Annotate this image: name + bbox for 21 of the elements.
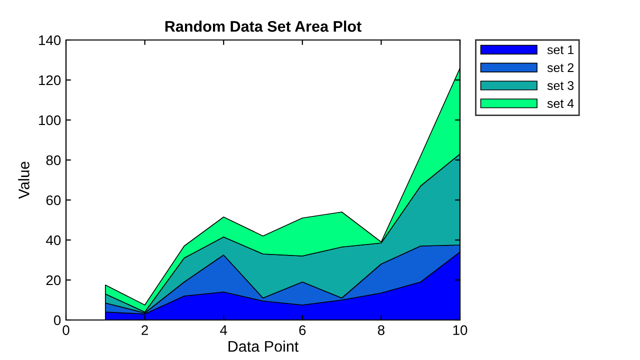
y-tick-label: 120 bbox=[39, 75, 61, 86]
y-tick-label: 140 bbox=[39, 35, 61, 46]
y-tick-label: 40 bbox=[46, 235, 61, 246]
legend-label: set 1 bbox=[547, 45, 574, 54]
y-tick-label: 20 bbox=[46, 275, 61, 286]
x-tick-label: 2 bbox=[142, 325, 148, 335]
y-axis-title: Value bbox=[18, 162, 30, 199]
legend-label: set 4 bbox=[547, 99, 574, 108]
y-tick-label: 0 bbox=[54, 315, 61, 326]
y-tick-label: 100 bbox=[39, 115, 61, 126]
x-axis-title: Data Point bbox=[228, 340, 299, 352]
chart-title: Random Data Set Area Plot bbox=[165, 20, 362, 32]
x-tick-label: 4 bbox=[220, 325, 228, 335]
y-tick-label: 60 bbox=[46, 195, 61, 206]
x-tick-label: 6 bbox=[299, 325, 306, 336]
x-tick-label: 10 bbox=[453, 325, 468, 336]
legend-label: set 2 bbox=[547, 63, 574, 72]
y-tick-label: 80 bbox=[46, 155, 61, 166]
x-tick-label: 0 bbox=[62, 325, 70, 336]
legend-label: set 3 bbox=[547, 81, 574, 90]
x-tick-label: 8 bbox=[378, 325, 384, 336]
